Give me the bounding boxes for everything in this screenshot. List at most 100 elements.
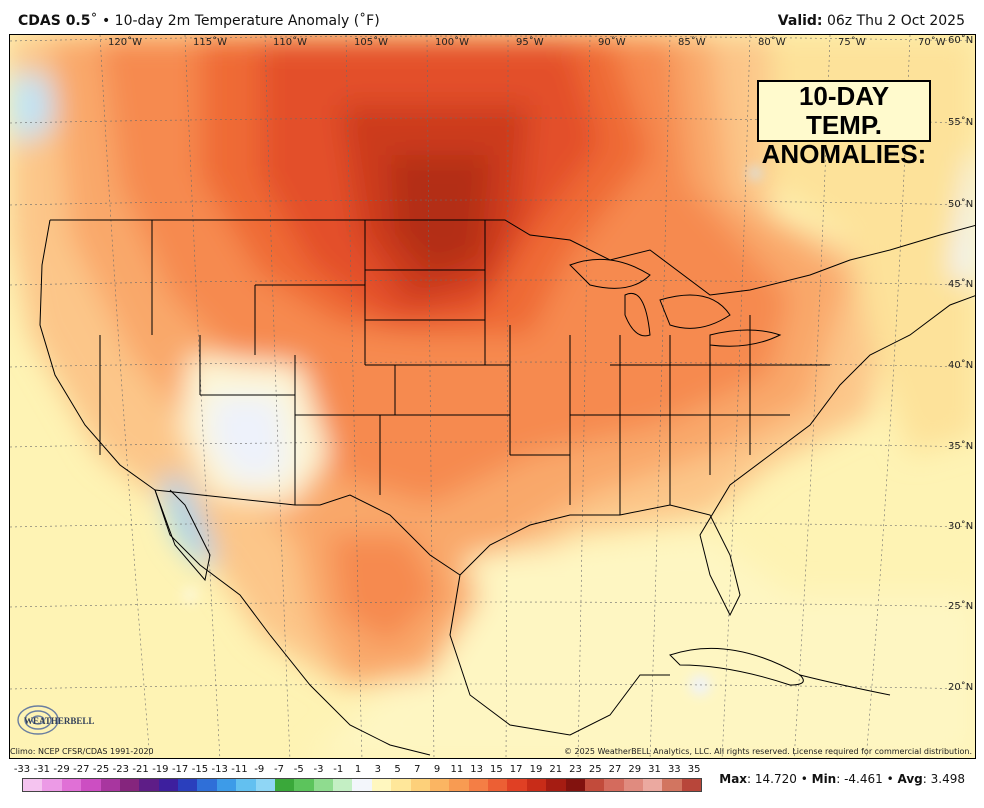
colorbar-swatch: [294, 779, 314, 791]
colorbar-swatch: [42, 779, 62, 791]
longitude-label: 75˚W: [838, 36, 866, 48]
colorbar-swatch: [565, 779, 585, 791]
colorbar-tick-label: 23: [569, 764, 582, 775]
colorbar-tick-label: -9: [254, 764, 265, 775]
colorbar-tick-label: -23: [112, 764, 129, 775]
colorbar-swatch: [468, 779, 488, 791]
longitude-label: 90˚W: [598, 36, 626, 48]
colorbar-swatch: [584, 779, 605, 791]
colorbar-swatch: [216, 779, 237, 791]
colorbar-tick-label: -15: [191, 764, 209, 775]
colorbar-swatch: [391, 779, 411, 791]
latitude-label: 55˚N: [948, 116, 973, 128]
colorbar-swatch: [429, 779, 450, 791]
colorbar-tick-label: -31: [33, 764, 50, 775]
colorbar-tick-label: -7: [273, 764, 284, 775]
latitude-label: 45˚N: [948, 278, 973, 290]
colorbar-swatch: [546, 779, 566, 791]
colorbar-tick-label: 13: [470, 764, 484, 775]
colorbar-swatch: [178, 779, 198, 791]
weatherbell-logo: WEATHERBELL: [17, 705, 94, 735]
colorbar-tick-label: -27: [73, 764, 90, 775]
valid-time: Valid: 06z Thu 2 Oct 2025: [778, 13, 965, 29]
political-borders: [39, 219, 975, 756]
callout-line-2: ANOMALIES:: [761, 139, 927, 169]
colorbar-swatch: [449, 779, 469, 791]
longitude-label: 120˚W: [108, 36, 142, 48]
colorbar-tick-label: 5: [394, 764, 401, 775]
anomaly-map: 120˚W 115˚W 110˚W 105˚W 100˚W 95˚W 90˚W 85˚W 80˚…: [10, 35, 975, 758]
colorbar-tick-label: 3: [374, 764, 381, 775]
colorbar-tick-label: -21: [132, 764, 149, 775]
colorbar-swatch: [526, 779, 547, 791]
model-name: CDAS 0.5: [18, 13, 91, 29]
colorbar-swatch: [623, 779, 643, 791]
colorbar-swatch: [236, 779, 256, 791]
longitude-label: 115˚W: [193, 36, 227, 48]
colorbar-tick-label: -1: [333, 764, 344, 775]
avg-label: Avg: [897, 772, 923, 786]
colorbar-tick-label: -13: [211, 764, 228, 775]
colorbar-tick-label: -33: [13, 764, 31, 775]
latitude-label: 20˚N: [948, 681, 973, 693]
colorbar-swatch: [681, 779, 702, 791]
title-text: ˚ • 10-day 2m Temperature Anomaly (˚F): [90, 13, 380, 29]
colorbar-tick-label: 17: [509, 764, 523, 775]
colorbar-swatch: [274, 779, 295, 791]
colorbar-tick-label: -3: [313, 764, 324, 775]
colorbar-tick-label: -5: [293, 764, 304, 775]
copyright-notice: © 2025 WeatherBELL Analytics, LLC. All r…: [564, 747, 972, 756]
longitude-labels: 120˚W 115˚W 110˚W 105˚W 100˚W 95˚W 90˚W 85˚W 80˚…: [108, 36, 946, 48]
colorbar-swatch: [604, 779, 624, 791]
longitude-label: 100˚W: [435, 36, 469, 48]
anomaly-shading: [10, 35, 975, 758]
colorbar-tick-label: -29: [53, 764, 70, 775]
graticule: [10, 35, 975, 758]
colorbar-tick-label: 1: [354, 764, 362, 775]
map-panel: 120˚W 115˚W 110˚W 105˚W 100˚W 95˚W 90˚W 85˚W 80˚…: [9, 34, 976, 759]
colorbar-swatch: [313, 779, 333, 791]
max-label: Max: [719, 772, 748, 786]
colorbar-tick-label: -25: [92, 764, 110, 775]
colorbar-swatch: [100, 779, 120, 791]
colorbar-swatch: [410, 779, 430, 791]
latitude-labels: 60˚N 55˚N 50˚N 45˚N 40˚N 35˚N 30˚N 25˚N 20˚N: [948, 35, 973, 693]
latitude-label: 35˚N: [948, 440, 973, 452]
colorbar-swatch: [333, 779, 353, 791]
min-label: Min: [811, 772, 837, 786]
colorbar-tick-label: -11: [231, 764, 248, 775]
colorbar-swatch: [23, 779, 43, 791]
colorbar-tick-label: 33: [667, 764, 681, 775]
colorbar-tick-label: 29: [628, 764, 642, 775]
colorbar-tick-label: 25: [588, 764, 602, 775]
colorbar-swatch: [643, 779, 663, 791]
colorbar-tick-label: 19: [529, 764, 543, 775]
colorbar-tick-label: 21: [549, 764, 563, 775]
colorbar: [22, 778, 702, 792]
colorbar-swatch: [507, 779, 527, 791]
avg-value: 3.498: [930, 772, 965, 786]
colorbar-swatch: [197, 779, 217, 791]
colorbar-tick-label: 15: [490, 764, 503, 775]
latitude-label: 50˚N: [948, 198, 973, 210]
climo-source: Climo: NCEP CFSR/CDAS 1991-2020: [10, 747, 154, 756]
latitude-label: 40˚N: [948, 359, 973, 371]
longitude-label: 70˚W: [918, 36, 946, 48]
header: CDAS 0.5˚ • 10-day 2m Temperature Anomal…: [0, 0, 984, 34]
latitude-label: 25˚N: [948, 600, 973, 612]
map-title: CDAS 0.5˚ • 10-day 2m Temperature Anomal…: [18, 13, 380, 29]
longitude-label: 80˚W: [758, 36, 786, 48]
colorbar-swatch: [81, 779, 101, 791]
longitude-label: 85˚W: [678, 36, 706, 48]
svg-text:WEATHERBELL: WEATHERBELL: [24, 716, 94, 726]
colorbar-swatch: [352, 779, 372, 791]
longitude-label: 110˚W: [273, 36, 307, 48]
colorbar-tick-label: -17: [171, 764, 189, 775]
colorbar-tick-label: 35: [687, 764, 701, 775]
stats-line: Max: 14.720 • Min: -4.461 • Avg: 3.498: [719, 772, 965, 786]
colorbar-tick-label: 27: [608, 764, 622, 775]
colorbar-swatch: [139, 779, 159, 791]
valid-label: Valid:: [777, 13, 823, 29]
latitude-label: 30˚N: [948, 520, 973, 532]
colorbar-swatch: [119, 779, 140, 791]
